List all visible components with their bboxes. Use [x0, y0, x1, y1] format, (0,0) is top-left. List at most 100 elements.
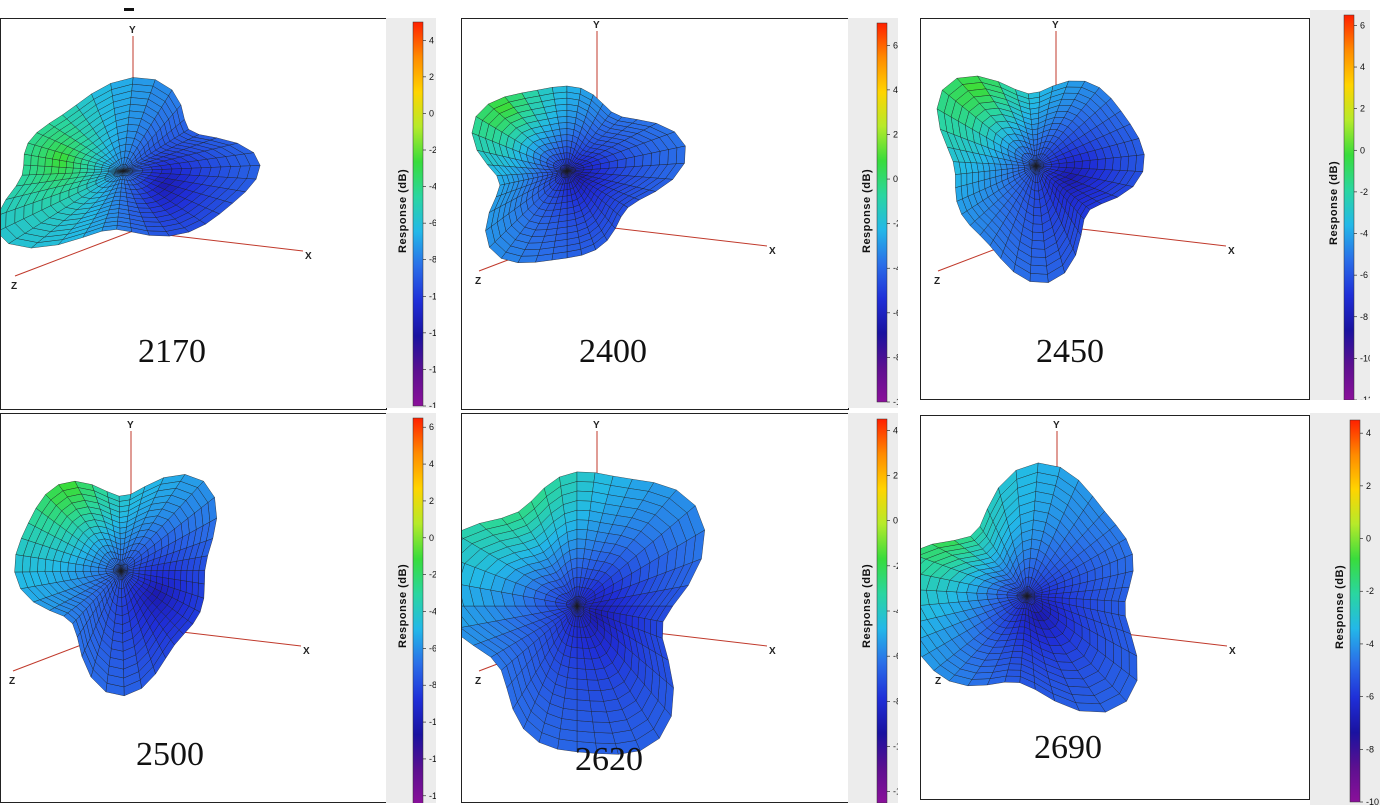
mesh-cell: [589, 700, 607, 713]
colorbar-scale: 6 4 2 0 -2 -4 -6 -8 -10: [876, 22, 898, 407]
axis-z-label: Z: [475, 676, 481, 687]
colorbar-tick-label: -8: [429, 680, 436, 690]
colorbar-tick-label: -8: [1366, 744, 1374, 754]
colorbar-tick-label: -12: [1360, 395, 1370, 400]
mesh-cell: [591, 711, 610, 723]
colorbar-tick-label: -14: [429, 791, 436, 801]
mesh-cell: [562, 697, 578, 711]
colorbar-tick-label: 0: [893, 516, 898, 526]
colorbar-tick-label: 2: [429, 72, 434, 82]
mesh-cell: [576, 657, 586, 670]
mesh-cell: [120, 568, 128, 572]
axis-x-label: X: [769, 646, 776, 657]
colorbar-tick-label: -10: [429, 291, 436, 301]
colorbar-tick-label: -2: [893, 561, 898, 571]
colorbar-title: Response (dB): [1334, 564, 1346, 649]
colorbar-gradient: [412, 417, 424, 803]
radiation-surface: [936, 75, 1145, 283]
mesh-cell: [462, 616, 470, 628]
colorbar-scale: 4 2 0 -2 -4 -6 -8 -10 -12: [876, 418, 898, 803]
colorbar-tick-label: -6: [429, 218, 436, 228]
colorbar-tick-label: 2: [893, 470, 898, 480]
pattern-panel-3: Y X Z 2450: [920, 18, 1310, 400]
colorbar-tick-label: -8: [429, 255, 436, 265]
frequency-label: 2500: [136, 736, 204, 773]
axis-z-label: Z: [935, 676, 941, 687]
mesh-cell: [569, 548, 578, 561]
axis-y-label: Y: [1053, 420, 1060, 431]
axis-x-label: X: [769, 246, 776, 257]
mesh-cell: [576, 689, 591, 702]
mesh-cell: [565, 677, 578, 690]
colorbar-tick-label: -10: [893, 742, 898, 752]
mesh-cell: [576, 519, 589, 530]
mesh-cell: [576, 720, 595, 733]
axis-y-label: Y: [593, 420, 600, 431]
colorbar-tick-label: -8: [893, 352, 898, 362]
frequency-label: 2450: [1036, 333, 1104, 370]
mesh-cell: [1111, 600, 1119, 615]
colorbar-gradient: [412, 21, 424, 407]
mesh-cell: [576, 481, 595, 492]
pattern-panel-6: Y X Z 2690: [920, 415, 1310, 800]
axis-z-label: Z: [934, 276, 940, 287]
mesh-cell: [643, 618, 651, 635]
colorbar-tick-label: 0: [1366, 534, 1371, 544]
pattern-3d-plot: Y X Z: [1, 25, 312, 292]
axis-x-label: X: [303, 646, 310, 657]
colorbar-tick-label: 0: [429, 533, 434, 543]
pattern-panel-2: Y X Z 2400: [461, 18, 849, 410]
colorbar-tick-label: 4: [429, 459, 434, 469]
colorbar: 4 2 0 -2 -4 -6 -8 -10 -12 Response (dB): [848, 413, 898, 803]
pattern-3d-plot: Y X Z: [471, 20, 776, 287]
axis-z-label: Z: [475, 276, 481, 287]
axis-x-label: X: [1228, 246, 1235, 257]
radiation-surface: [462, 471, 705, 755]
colorbar-gradient: [876, 418, 888, 803]
colorbar: 4 2 0 -2 -4 -6 -8 -10 Response (dB): [1310, 413, 1380, 805]
colorbar-tick-label: -2: [429, 570, 436, 580]
mesh-cell: [576, 471, 596, 483]
radiation-surface: [471, 85, 686, 263]
radiation-surface: [921, 462, 1138, 713]
colorbar-tick-label: 6: [1360, 20, 1365, 30]
colorbar: 6 4 2 0 -2 -4 -6 -8 -10 -12 Response (dB): [1310, 10, 1370, 400]
colorbar-tick-label: -10: [1366, 797, 1379, 805]
colorbar-tick-label: -4: [1360, 229, 1368, 239]
pattern-panel-4: Y X Z 2500: [0, 413, 387, 803]
top-dash-mark: [124, 8, 134, 11]
axis-x-line: [1055, 225, 1227, 247]
colorbar: 6 4 2 0 -2 -4 -6 -8 -10 Response (dB): [848, 18, 898, 408]
mesh-cell: [122, 168, 133, 172]
colorbar: 6 4 2 0 -2 -4 -6 -8 -10 -12 -14 Response (dB): [386, 413, 436, 803]
frequency-label: 2620: [575, 741, 643, 778]
colorbar-scale: 4 2 0 -2 -4 -6 -8 -10 -12 -14 -16: [412, 21, 436, 408]
colorbar-tick-label: -4: [429, 182, 436, 192]
frequency-label: 2690: [1034, 729, 1102, 766]
mesh-cell: [576, 604, 586, 607]
colorbar-tick-label: -6: [893, 308, 898, 318]
mesh-cell: [561, 708, 578, 721]
colorbar-tick-label: -6: [429, 643, 436, 653]
mesh-cell: [1118, 601, 1126, 617]
colorbar-gradient: [1349, 419, 1361, 803]
pattern-3d-plot: Y X Z: [921, 420, 1236, 713]
axis-y-label: Y: [1052, 20, 1059, 31]
frequency-label: 2400: [579, 333, 647, 370]
mesh-cell: [576, 710, 593, 723]
mesh-cell: [576, 529, 588, 540]
mesh-cell: [576, 510, 591, 521]
colorbar-tick-label: 6: [429, 422, 434, 432]
colorbar-tick-label: -2: [1360, 187, 1368, 197]
pattern-3d-plot: Y X Z: [462, 420, 776, 755]
axis-y-label: Y: [127, 420, 134, 431]
radiation-surface: [14, 474, 217, 697]
colorbar-tick-label: -10: [1360, 353, 1370, 363]
colorbar-tick-label: -10: [893, 397, 898, 407]
colorbar-tick-label: 2: [1360, 104, 1365, 114]
colorbar-title: Response (dB): [861, 168, 873, 253]
colorbar-tick-label: -2: [429, 145, 436, 155]
colorbar-tick-label: 0: [429, 108, 434, 118]
axis-z-line: [14, 230, 134, 277]
colorbar-tick-label: 4: [429, 35, 434, 45]
